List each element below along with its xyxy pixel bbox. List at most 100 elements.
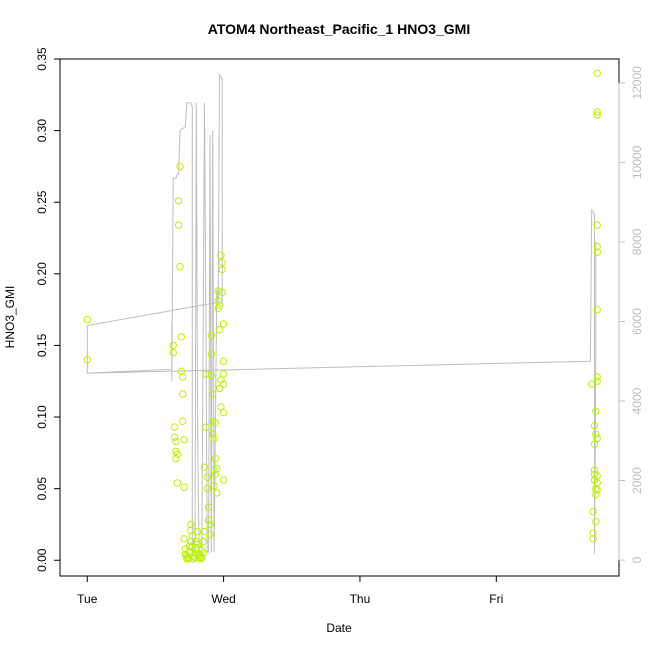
data-point — [593, 111, 601, 119]
data-point — [169, 348, 177, 357]
y-tick-label: 0.25 — [35, 190, 49, 214]
data-point — [172, 454, 180, 463]
data-point — [206, 530, 214, 539]
data-point — [202, 370, 210, 378]
data-point — [206, 520, 214, 529]
data-point — [218, 265, 226, 274]
plot-frame — [59, 58, 620, 577]
data-point — [593, 472, 601, 480]
data-point — [170, 423, 179, 431]
data-point — [200, 463, 209, 471]
data-point — [219, 357, 228, 365]
data-point — [593, 434, 601, 443]
data-point — [203, 473, 211, 481]
x-tick-label: Fri — [489, 592, 503, 606]
data-point — [589, 507, 597, 516]
data-point — [173, 450, 182, 458]
y-tick-label: 0.20 — [35, 262, 49, 286]
data-point — [196, 555, 205, 563]
data-point — [593, 221, 601, 229]
data-point — [176, 263, 184, 271]
data-point — [192, 545, 201, 553]
right-tick-label: 0 — [630, 556, 644, 563]
data-point — [215, 301, 224, 309]
data-point — [215, 384, 224, 393]
data-point — [176, 162, 184, 171]
data-point — [592, 430, 600, 438]
data-point — [207, 331, 216, 340]
y-axis-label: HNO3_GMI — [3, 286, 17, 349]
data-point — [83, 315, 92, 324]
data-point — [589, 535, 597, 543]
data-point — [202, 423, 210, 431]
plot-area: 0.00 0.05 0.10 0.15 0.20 0.25 0.30 0.35 Tue Wed Th… — [35, 47, 644, 606]
data-point — [195, 553, 203, 562]
data-point — [188, 532, 197, 540]
data-point — [217, 251, 225, 259]
data-point — [210, 482, 218, 490]
data-point — [590, 466, 599, 474]
data-point — [213, 464, 221, 473]
data-point — [593, 69, 601, 78]
right-tick-label: 10000 — [630, 145, 644, 179]
x-tick-label: Wed — [211, 592, 235, 606]
y-tick-label: 0.00 — [35, 548, 49, 572]
data-point — [211, 454, 220, 463]
data-point — [593, 242, 601, 251]
data-point — [209, 390, 217, 398]
data-point — [593, 479, 601, 487]
data-point — [219, 380, 228, 388]
data-point — [174, 197, 183, 205]
data-point — [179, 390, 187, 398]
right-tick-label: 12000 — [630, 66, 644, 100]
data-point — [169, 341, 177, 350]
data-point — [173, 479, 182, 487]
data-point — [592, 407, 600, 415]
data-point — [204, 503, 213, 511]
data-point — [179, 373, 187, 381]
data-point — [203, 484, 211, 493]
data-point — [589, 529, 597, 537]
data-point — [593, 373, 601, 381]
data-point — [219, 476, 228, 484]
data-point — [219, 409, 228, 417]
data-point — [198, 553, 206, 562]
x-tick-label: Thu — [350, 592, 371, 606]
data-point — [211, 419, 220, 427]
data-point — [199, 537, 207, 546]
data-point — [215, 326, 224, 334]
data-point — [219, 370, 228, 378]
y-tick-label: 0.05 — [35, 477, 49, 501]
data-point — [177, 333, 186, 341]
right-tick-label: 6000 — [630, 308, 644, 335]
data-point — [592, 490, 600, 499]
data-point — [219, 320, 228, 328]
data-point — [593, 108, 601, 116]
data-point — [174, 221, 183, 229]
data-point — [180, 436, 188, 444]
right-tick-label: 2000 — [630, 467, 644, 494]
data-point — [218, 258, 226, 267]
data-point — [172, 437, 180, 446]
data-point — [180, 483, 188, 491]
right-tick-label: 4000 — [630, 387, 644, 414]
x-tick-label: Tue — [77, 592, 98, 606]
x-axis-label: Date — [326, 621, 352, 635]
data-point — [593, 305, 601, 314]
data-point — [209, 430, 217, 438]
data-point — [83, 356, 92, 364]
data-point — [593, 248, 601, 257]
data-point — [207, 350, 216, 358]
data-point — [213, 489, 221, 497]
y-tick-label: 0.10 — [35, 405, 49, 429]
data-point — [194, 540, 202, 549]
data-point — [187, 520, 195, 529]
data-point — [200, 527, 209, 536]
data-point — [593, 377, 601, 385]
data-point — [180, 535, 188, 543]
data-point — [588, 380, 596, 388]
data-point — [210, 434, 218, 443]
right-tick-label: 8000 — [630, 228, 644, 255]
chart-title: ATOM4 Northeast_Pacific_1 HNO3_GMI — [208, 21, 470, 37]
